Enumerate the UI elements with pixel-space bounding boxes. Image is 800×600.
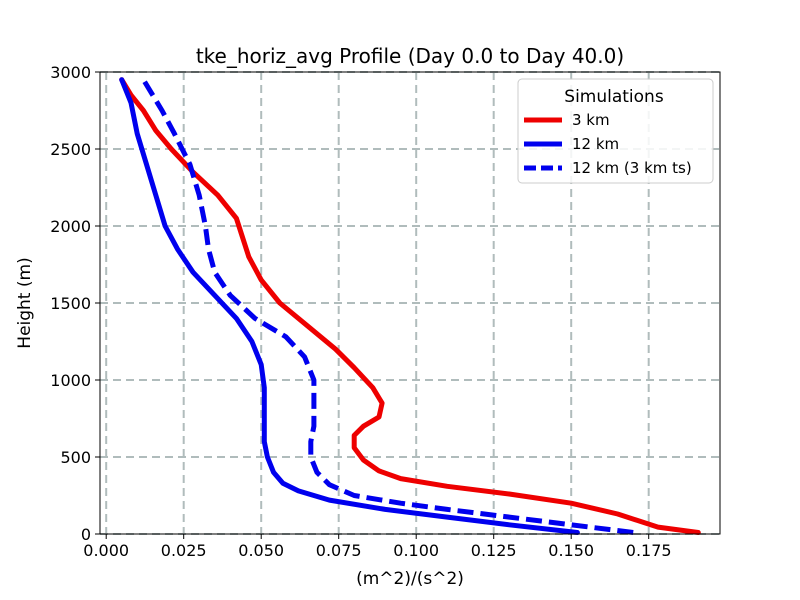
y-tick-label: 1500 — [50, 294, 91, 313]
series-line-12-km — [119, 77, 580, 535]
legend-title: Simulations — [564, 87, 664, 107]
series-layer — [119, 77, 701, 535]
legend-entry-label: 3 km — [572, 111, 610, 129]
x-tick-label: 0.150 — [548, 541, 594, 560]
y-tick-label: 1000 — [50, 371, 91, 390]
x-tick-label: 0.025 — [161, 541, 207, 560]
y-axis-label: Height (m) — [15, 257, 35, 348]
x-tick-label: 0.175 — [626, 541, 672, 560]
y-tick-label: 3000 — [50, 63, 91, 82]
x-axis-label: (m^2)/(s^2) — [356, 569, 464, 589]
y-tick-label: 500 — [60, 448, 91, 467]
legend: Simulations 3 km 12 km 12 km (3 km ts) — [517, 78, 714, 184]
x-tick-label: 0.050 — [238, 541, 284, 560]
y-tick-label: 0 — [81, 525, 91, 544]
legend-box — [517, 78, 714, 184]
x-tick-label: 0.100 — [393, 541, 439, 560]
grid-layer — [100, 71, 720, 535]
series-line-3-km — [119, 77, 701, 535]
chart-title: tke_horiz_avg Profile (Day 0.0 to Day 40… — [196, 44, 624, 68]
ticks-layer: 0.000 0.025 0.050 0.075 0.100 0.125 0.150 0.175… — [50, 63, 671, 560]
series-line-12-km-3-km-ts — [141, 78, 634, 535]
legend-entry-label: 12 km (3 km ts) — [572, 159, 692, 177]
y-tick-label: 2000 — [50, 217, 91, 236]
x-tick-label: 0.000 — [83, 541, 129, 560]
legend-entry-label: 12 km — [572, 135, 619, 153]
x-tick-label: 0.125 — [471, 541, 517, 560]
y-tick-label: 2500 — [50, 140, 91, 159]
x-tick-label: 0.075 — [316, 541, 362, 560]
